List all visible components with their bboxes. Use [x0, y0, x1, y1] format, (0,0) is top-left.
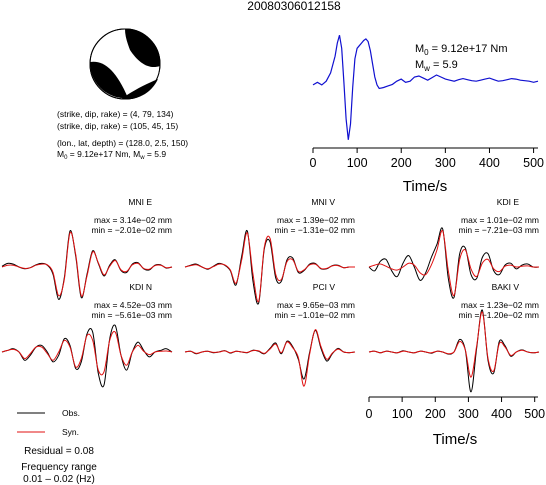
stf-tick-label: 500 [523, 156, 544, 170]
synthetic-waveform [1, 330, 173, 376]
min-amplitude-label: min = −1.20e−02 mm [458, 310, 539, 320]
beachball-compression-lower [90, 61, 128, 99]
max-amplitude-label: max = 1.39e−02 mm [277, 215, 355, 225]
max-amplitude-label: max = 1.01e−02 mm [461, 215, 539, 225]
stf-tick-label: 0 [310, 156, 317, 170]
min-amplitude-label: min = −7.21e−03 mm [458, 225, 539, 235]
plane2-text: (strike, dip, rake) = (105, 45, 15) [57, 121, 178, 131]
waveform-tick-label: 500 [524, 407, 545, 421]
max-amplitude-label: max = 3.14e−02 mm [94, 215, 172, 225]
moment-text: M0 = 9.12e+17 Nm, Mw = 5.9 [57, 149, 166, 161]
legend-syn-label: Syn. [62, 427, 79, 437]
observed-waveform [368, 309, 540, 393]
synthetic-waveform [184, 329, 356, 387]
stf-x-ticks: 0 100 200 300 400 500 [310, 148, 544, 170]
station-label: MNI E [128, 197, 152, 207]
stf-tick-label: 200 [391, 156, 412, 170]
max-amplitude-label: max = 1.23e−02 mm [461, 300, 539, 310]
observed-waveform [1, 324, 173, 388]
max-amplitude-label: max = 9.65e−03 mm [277, 300, 355, 310]
min-amplitude-label: min = −2.01e−02 mm [91, 225, 172, 235]
stf-tick-label: 400 [479, 156, 500, 170]
min-amplitude-label: min = −5.61e−03 mm [91, 310, 172, 320]
waveform-tick-label: 300 [458, 407, 479, 421]
plane1-text: (strike, dip, rake) = (4, 79, 134) [57, 109, 174, 119]
figure-title: 20080306012158 [247, 0, 341, 13]
beachball-compression-right [125, 28, 161, 68]
station-label: PCI V [313, 282, 336, 292]
frequency-range-value: 0.01 – 0.02 (Hz) [23, 474, 95, 485]
source-time-function-plot: 0 100 200 300 400 500 Time/s M0 = 9.12e+17 Nm… [310, 35, 544, 195]
stf-series-line [312, 35, 539, 140]
waveform-time-axis: 0 100 200 300 400 500 Time/s [366, 396, 545, 448]
focal-mechanism-beachball [89, 28, 161, 100]
waveform-tick-label: 200 [425, 407, 446, 421]
synthetic-waveform [368, 311, 540, 378]
min-amplitude-label: min = −1.01e−02 mm [274, 310, 355, 320]
synthetic-waveform [368, 229, 540, 297]
waveform-tick-label: 100 [392, 407, 413, 421]
waveform-tick-label: 400 [491, 407, 512, 421]
waveform-tick-label: 0 [366, 407, 373, 421]
legend: Obs. Syn. [17, 408, 80, 437]
stf-m0-label: M0 = 9.12e+17 Nm [415, 43, 508, 57]
stf-x-axis-label: Time/s [403, 178, 447, 195]
observed-waveform [368, 227, 540, 299]
synthetic-waveform [184, 232, 356, 303]
stf-tick-label: 100 [347, 156, 368, 170]
min-amplitude-label: min = −1.31e−02 mm [274, 225, 355, 235]
location-text: (lon., lat, depth) = (128.0, 2.5, 150) [57, 138, 188, 148]
legend-obs-label: Obs. [62, 408, 80, 418]
waveform-x-axis-label: Time/s [433, 431, 477, 448]
max-amplitude-label: max = 4.52e−03 mm [94, 300, 172, 310]
residual-text: Residual = 0.08 [24, 446, 94, 457]
stf-tick-label: 300 [435, 156, 456, 170]
station-label: KDI N [129, 282, 152, 292]
station-label: KDI E [497, 197, 520, 207]
station-label: BAKI V [492, 282, 520, 292]
waveform-x-ticks: 0 100 200 300 400 500 [366, 397, 545, 421]
observed-waveform [184, 329, 356, 380]
synthetic-waveform [1, 231, 173, 297]
stf-mw-label: Mw = 5.9 [415, 59, 458, 73]
beachball-compression-centerwedge [121, 79, 158, 100]
frequency-range-label: Frequency range [21, 462, 97, 473]
station-label: MNI V [311, 197, 335, 207]
